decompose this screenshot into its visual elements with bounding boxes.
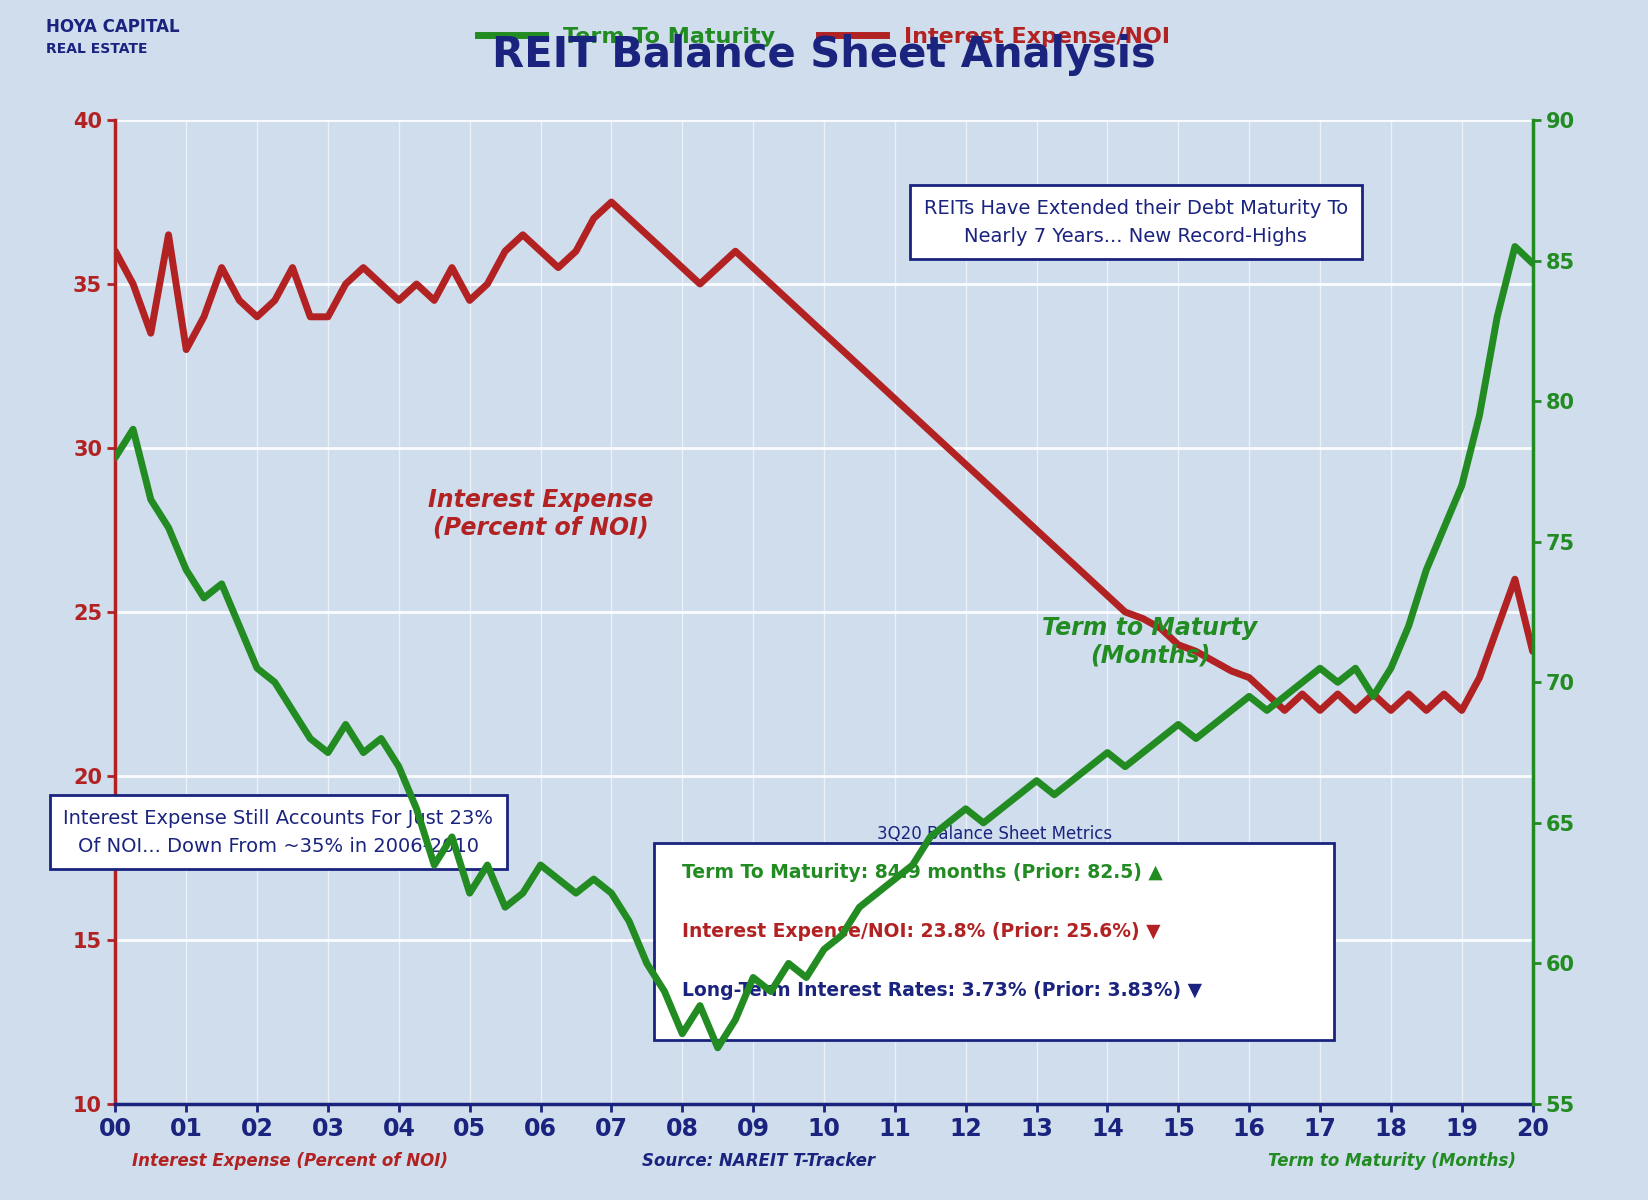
Text: Source: NAREIT T-Tracker: Source: NAREIT T-Tracker <box>641 1152 875 1170</box>
Text: Interest Expense/NOI: 23.8% (Prior: 25.6%) ▼: Interest Expense/NOI: 23.8% (Prior: 25.6… <box>682 922 1160 941</box>
Text: 3Q20 Balance Sheet Metrics: 3Q20 Balance Sheet Metrics <box>877 826 1112 844</box>
Legend: Term To Maturity, Interest Expense/NOI: Term To Maturity, Interest Expense/NOI <box>470 18 1178 55</box>
Text: Term To Maturity: 84.9 months (Prior: 82.5) ▲: Term To Maturity: 84.9 months (Prior: 82… <box>682 863 1163 882</box>
FancyBboxPatch shape <box>654 844 1335 1040</box>
Text: HOYA CAPITAL: HOYA CAPITAL <box>46 18 180 36</box>
Text: REAL ESTATE: REAL ESTATE <box>46 42 148 56</box>
Text: Interest Expense
(Percent of NOI): Interest Expense (Percent of NOI) <box>428 487 653 540</box>
Text: Interest Expense (Percent of NOI): Interest Expense (Percent of NOI) <box>132 1152 448 1170</box>
Text: REIT Balance Sheet Analysis: REIT Balance Sheet Analysis <box>493 34 1155 76</box>
Text: Term to Maturity (Months): Term to Maturity (Months) <box>1269 1152 1516 1170</box>
Text: REITs Have Extended their Debt Maturity To
Nearly 7 Years... New Record-Highs: REITs Have Extended their Debt Maturity … <box>923 199 1348 246</box>
Text: Term to Maturty
(Months): Term to Maturty (Months) <box>1042 616 1257 667</box>
Text: Long-Term Interest Rates: 3.73% (Prior: 3.83%) ▼: Long-Term Interest Rates: 3.73% (Prior: … <box>682 982 1203 1000</box>
Text: Interest Expense Still Accounts For Just 23%
Of NOI... Down From ~35% in 2006-20: Interest Expense Still Accounts For Just… <box>63 809 493 856</box>
